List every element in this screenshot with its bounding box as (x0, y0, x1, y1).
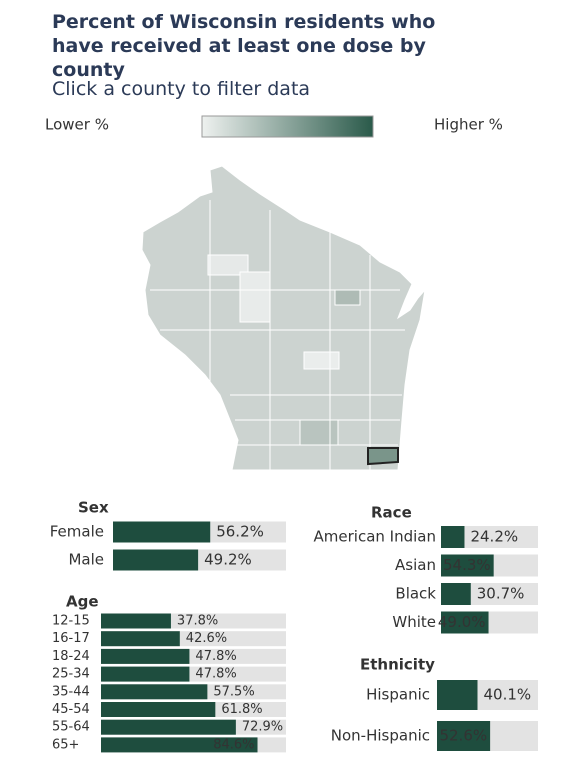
county[interactable] (239, 271, 271, 323)
value-label: 54.3% (443, 556, 491, 574)
category-label: Black (395, 585, 436, 603)
bar (441, 554, 494, 577)
legend-gradient (201, 115, 374, 138)
category-label: Male (68, 551, 104, 569)
value-label: 37.8% (177, 614, 218, 629)
county[interactable] (303, 351, 340, 370)
bar (113, 521, 211, 543)
category-label: 25-34 (52, 667, 90, 682)
bar (101, 684, 208, 700)
category-label: 16-17 (52, 631, 90, 646)
value-label: 72.9% (242, 720, 283, 735)
legend-low: Lower % (45, 116, 109, 134)
bar (441, 583, 471, 605)
value-label: 61.8% (221, 702, 262, 717)
value-label: 42.6% (186, 631, 227, 646)
chart-title: Ethnicity (360, 656, 435, 674)
value-label: 47.8% (195, 667, 236, 682)
county[interactable] (334, 289, 361, 306)
instruction: Click a county to filter data (52, 78, 311, 100)
category-label: Hispanic (366, 686, 430, 704)
bar (101, 737, 258, 753)
category-label: 12-15 (52, 614, 90, 629)
value-label: 24.2% (470, 528, 518, 546)
county[interactable] (299, 419, 339, 446)
bar (101, 719, 236, 735)
category-label: Non-Hispanic (331, 727, 430, 745)
category-label: 45-54 (52, 702, 90, 717)
bar (101, 702, 216, 717)
category-label: 65+ (52, 737, 79, 752)
bar (101, 648, 190, 664)
chart-title: Age (66, 593, 99, 611)
category-label: Female (50, 523, 104, 541)
value-label: 30.7% (477, 585, 525, 603)
value-label: 57.5% (213, 684, 254, 699)
category-label: 55-64 (52, 720, 90, 735)
category-label: 18-24 (52, 649, 90, 664)
bar (441, 526, 465, 548)
bar (101, 613, 171, 629)
bar (437, 721, 491, 751)
legend-high: Higher % (434, 116, 503, 134)
value-label: 56.2% (216, 523, 264, 541)
value-label: 49.2% (204, 551, 252, 569)
map[interactable] (141, 165, 426, 471)
county-map[interactable] (141, 165, 426, 471)
bar (101, 666, 190, 682)
value-label: 49.0% (438, 613, 486, 631)
category-label: Asian (395, 556, 436, 574)
bar (441, 611, 489, 634)
category-label: American Indian (314, 528, 436, 546)
value-label: 40.1% (484, 686, 532, 704)
category-label: 35-44 (52, 684, 90, 699)
bar-track (441, 526, 538, 548)
bar (101, 631, 180, 647)
value-label: 52.6% (439, 727, 487, 745)
chart-title: Sex (78, 499, 109, 517)
value-label: 47.8% (195, 649, 236, 664)
county-borders (150, 200, 405, 470)
chart-title: Race (371, 504, 412, 522)
selected-county[interactable] (367, 447, 399, 466)
bar (113, 549, 199, 571)
category-label: White (392, 613, 436, 631)
value-label: 84.6% (213, 737, 254, 752)
county[interactable] (207, 254, 249, 276)
bar (437, 680, 478, 710)
dashboard-title: Percent of Wisconsin residents who have … (52, 11, 436, 81)
